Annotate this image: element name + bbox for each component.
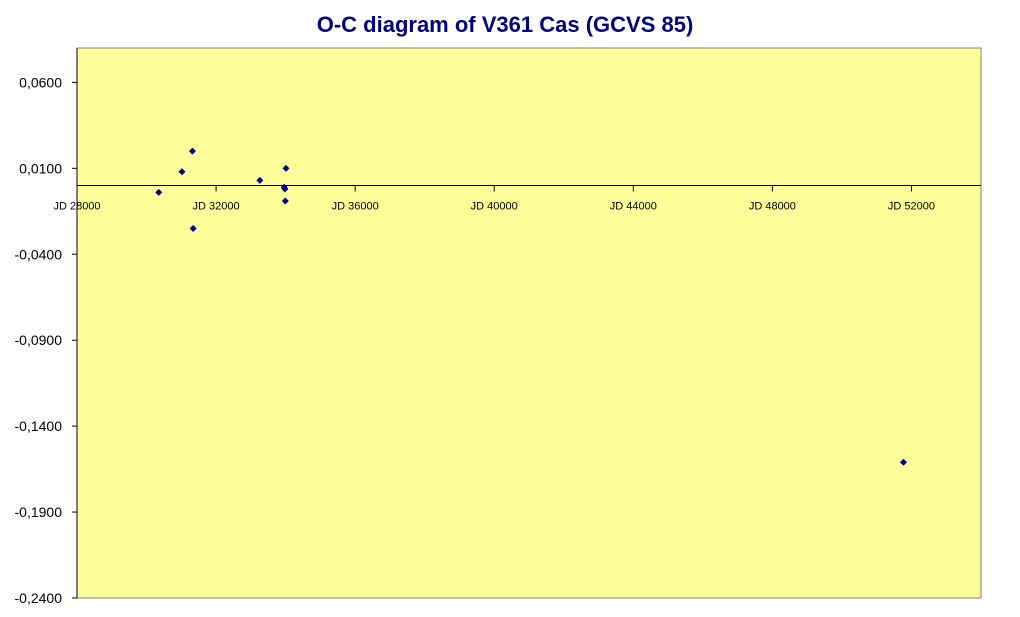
- y-tick-label: 0,0600: [19, 74, 62, 90]
- x-tick-label: JD 44000: [610, 201, 657, 213]
- y-tick-label: -0,1400: [15, 418, 63, 434]
- x-tick-label: JD 36000: [332, 201, 379, 213]
- x-tick-label: JD 32000: [193, 201, 240, 213]
- y-axis: 0,0600 0,0100 -0,0400 -0,0900 -0,1400 -0,1900…: [15, 48, 78, 606]
- y-tick-label: -0,0900: [15, 332, 63, 348]
- x-tick-label: JD 40000: [471, 201, 518, 213]
- data-point: [899, 458, 907, 466]
- plot-area: [76, 47, 982, 599]
- data-point: [281, 185, 289, 193]
- y-tick-label: 0,0100: [19, 160, 62, 176]
- y-tick-label: -0,0400: [15, 246, 63, 262]
- x-tick-label: JD 52000: [888, 201, 935, 213]
- y-tick-label: -0,2400: [15, 590, 63, 606]
- data-point: [282, 164, 290, 172]
- data-point: [281, 197, 289, 205]
- data-point: [188, 147, 196, 155]
- x-tick-label: JD 28000: [53, 201, 100, 213]
- chart-title: O-C diagram of V361 Cas (GCVS 85): [316, 12, 694, 37]
- data-point: [189, 224, 197, 232]
- data-point: [155, 188, 163, 196]
- y-tick-label: -0,1900: [15, 504, 63, 520]
- x-tick-label: JD 48000: [749, 201, 796, 213]
- data-points: [155, 147, 907, 466]
- data-point: [178, 168, 186, 176]
- data-point: [256, 176, 264, 184]
- x-axis: JD 28000 JD 32000 JD 36000 JD 40000 JD 44000…: [53, 185, 981, 213]
